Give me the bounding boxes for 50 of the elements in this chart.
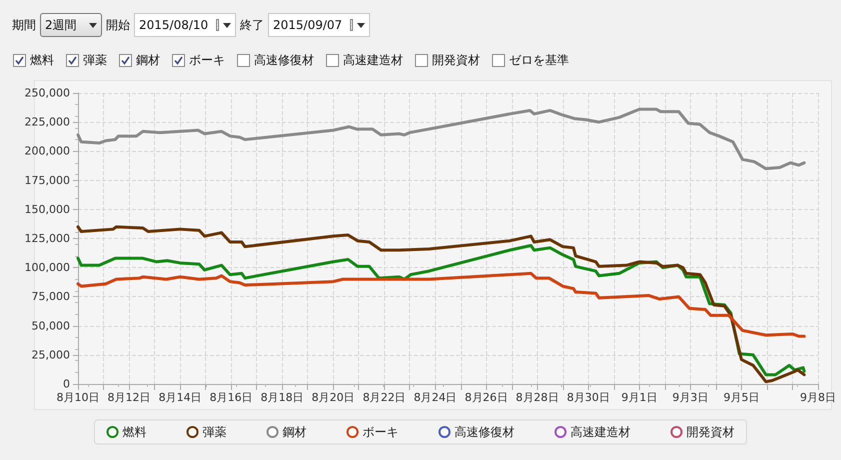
legend-label: 高速建造材: [570, 425, 630, 439]
x-tick-label: 8月30日: [566, 391, 610, 404]
x-tick-label: 8月14日: [158, 391, 202, 404]
x-tick-label: 9月5日: [723, 391, 760, 404]
text: 高速修復材: [254, 53, 314, 67]
text: 終了: [240, 16, 264, 34]
x-tick-label: 9月8日: [800, 391, 836, 404]
y-tick-label: 50,000: [32, 319, 70, 332]
x-tick-label: 8月12日: [108, 391, 151, 404]
legend-label: 高速修復材: [454, 425, 514, 439]
text: 期間: [12, 16, 36, 34]
line-series: [76, 225, 806, 384]
select-field: 2週間: [40, 13, 102, 37]
text: ゼロを基準: [508, 52, 569, 69]
x-tick-label: 8月24日: [414, 391, 457, 404]
x-tick-label: 8月18日: [260, 391, 304, 404]
x-tick-label: 8月26日: [464, 391, 508, 404]
y-tick-label: 75,000: [32, 290, 70, 304]
y-tick-label: 200,000: [24, 144, 70, 158]
y-tick-label: 250,000: [24, 86, 70, 100]
y-tick-label: 150,000: [24, 202, 70, 216]
x-tick-label: 8月10日: [56, 391, 100, 404]
y-tick-label: 175,000: [24, 174, 70, 187]
y-tick-label: 225,000: [24, 116, 70, 129]
date-field: 2015/09/07: [268, 13, 370, 37]
date-field: 2015/08/10: [134, 13, 236, 37]
x-tick-label: 8月22日: [362, 391, 406, 404]
y-tick-label: 0: [63, 378, 70, 390]
legend-label: 開発資材: [686, 425, 734, 439]
text: 弾薬: [83, 53, 107, 67]
legend-label: 燃料: [122, 425, 146, 439]
y-tick-label: 125,000: [24, 232, 70, 245]
line-series: [76, 108, 806, 170]
y-tick-label: 25,000: [32, 348, 70, 362]
text: 開始: [106, 16, 130, 34]
x-tick-label: 9月1日: [621, 391, 658, 404]
text: ボーキ: [189, 53, 225, 67]
legend-label: ボーキ: [362, 425, 398, 439]
x-tick-label: 8月20日: [312, 391, 355, 404]
x-tick-label: 9月3日: [672, 391, 708, 404]
x-tick-label: 8月28日: [516, 391, 559, 404]
text: 燃料: [30, 53, 54, 67]
legend-label: 鋼材: [135, 52, 160, 69]
legend-label: 弾薬: [202, 425, 226, 439]
text: 高速建造材: [343, 53, 403, 67]
text: 開発資材: [432, 53, 480, 67]
x-tick-label: 8月16日: [210, 391, 253, 404]
line-series: [76, 272, 806, 338]
text: 鋼材: [282, 425, 306, 439]
y-tick-label: 100,000: [24, 261, 70, 274]
